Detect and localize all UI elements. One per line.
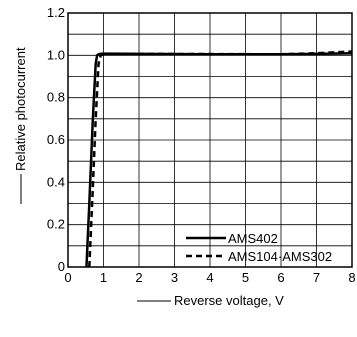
y-tick-label: 0 [58, 259, 65, 274]
x-axis-title-group: Reverse voltage, V [137, 293, 284, 308]
y-tick-label: 0.4 [47, 174, 65, 189]
x-tick-label: 3 [171, 270, 178, 285]
x-tick-label: 1 [100, 270, 107, 285]
y-tick-label: 0.6 [47, 132, 65, 147]
y-axis-title-group: Relative photocurrent [13, 47, 28, 204]
legend: AMS402 AMS104·AMS302 [186, 231, 332, 264]
x-tick-label: 8 [348, 270, 355, 285]
x-tick-label: 5 [242, 270, 249, 285]
y-tick-label: 0.2 [47, 217, 65, 232]
y-tick-label: 1.2 [47, 5, 65, 20]
legend-label-ams104-ams302: AMS104·AMS302 [228, 249, 332, 264]
x-axis-title: Reverse voltage, V [174, 293, 284, 308]
y-tick-label: 1.0 [47, 47, 65, 62]
series-line-1 [88, 50, 353, 268]
plot-frame [67, 12, 353, 268]
y-axis-title: Relative photocurrent [13, 47, 28, 171]
x-tick-label: 0 [64, 270, 71, 285]
series-line-0 [85, 51, 353, 268]
x-tick-label: 6 [277, 270, 284, 285]
tick-labels: 0 1 2 3 4 5 6 7 8 0 0.2 0.4 0.6 0.8 1.0 1.2 [47, 5, 356, 285]
grid [68, 13, 352, 267]
x-tick-label: 2 [135, 270, 142, 285]
y-tick-label: 0.8 [47, 90, 65, 105]
x-tick-label: 7 [313, 270, 320, 285]
legend-label-ams402: AMS402 [228, 231, 278, 246]
series-lines [85, 50, 353, 268]
x-tick-label: 4 [206, 270, 213, 285]
